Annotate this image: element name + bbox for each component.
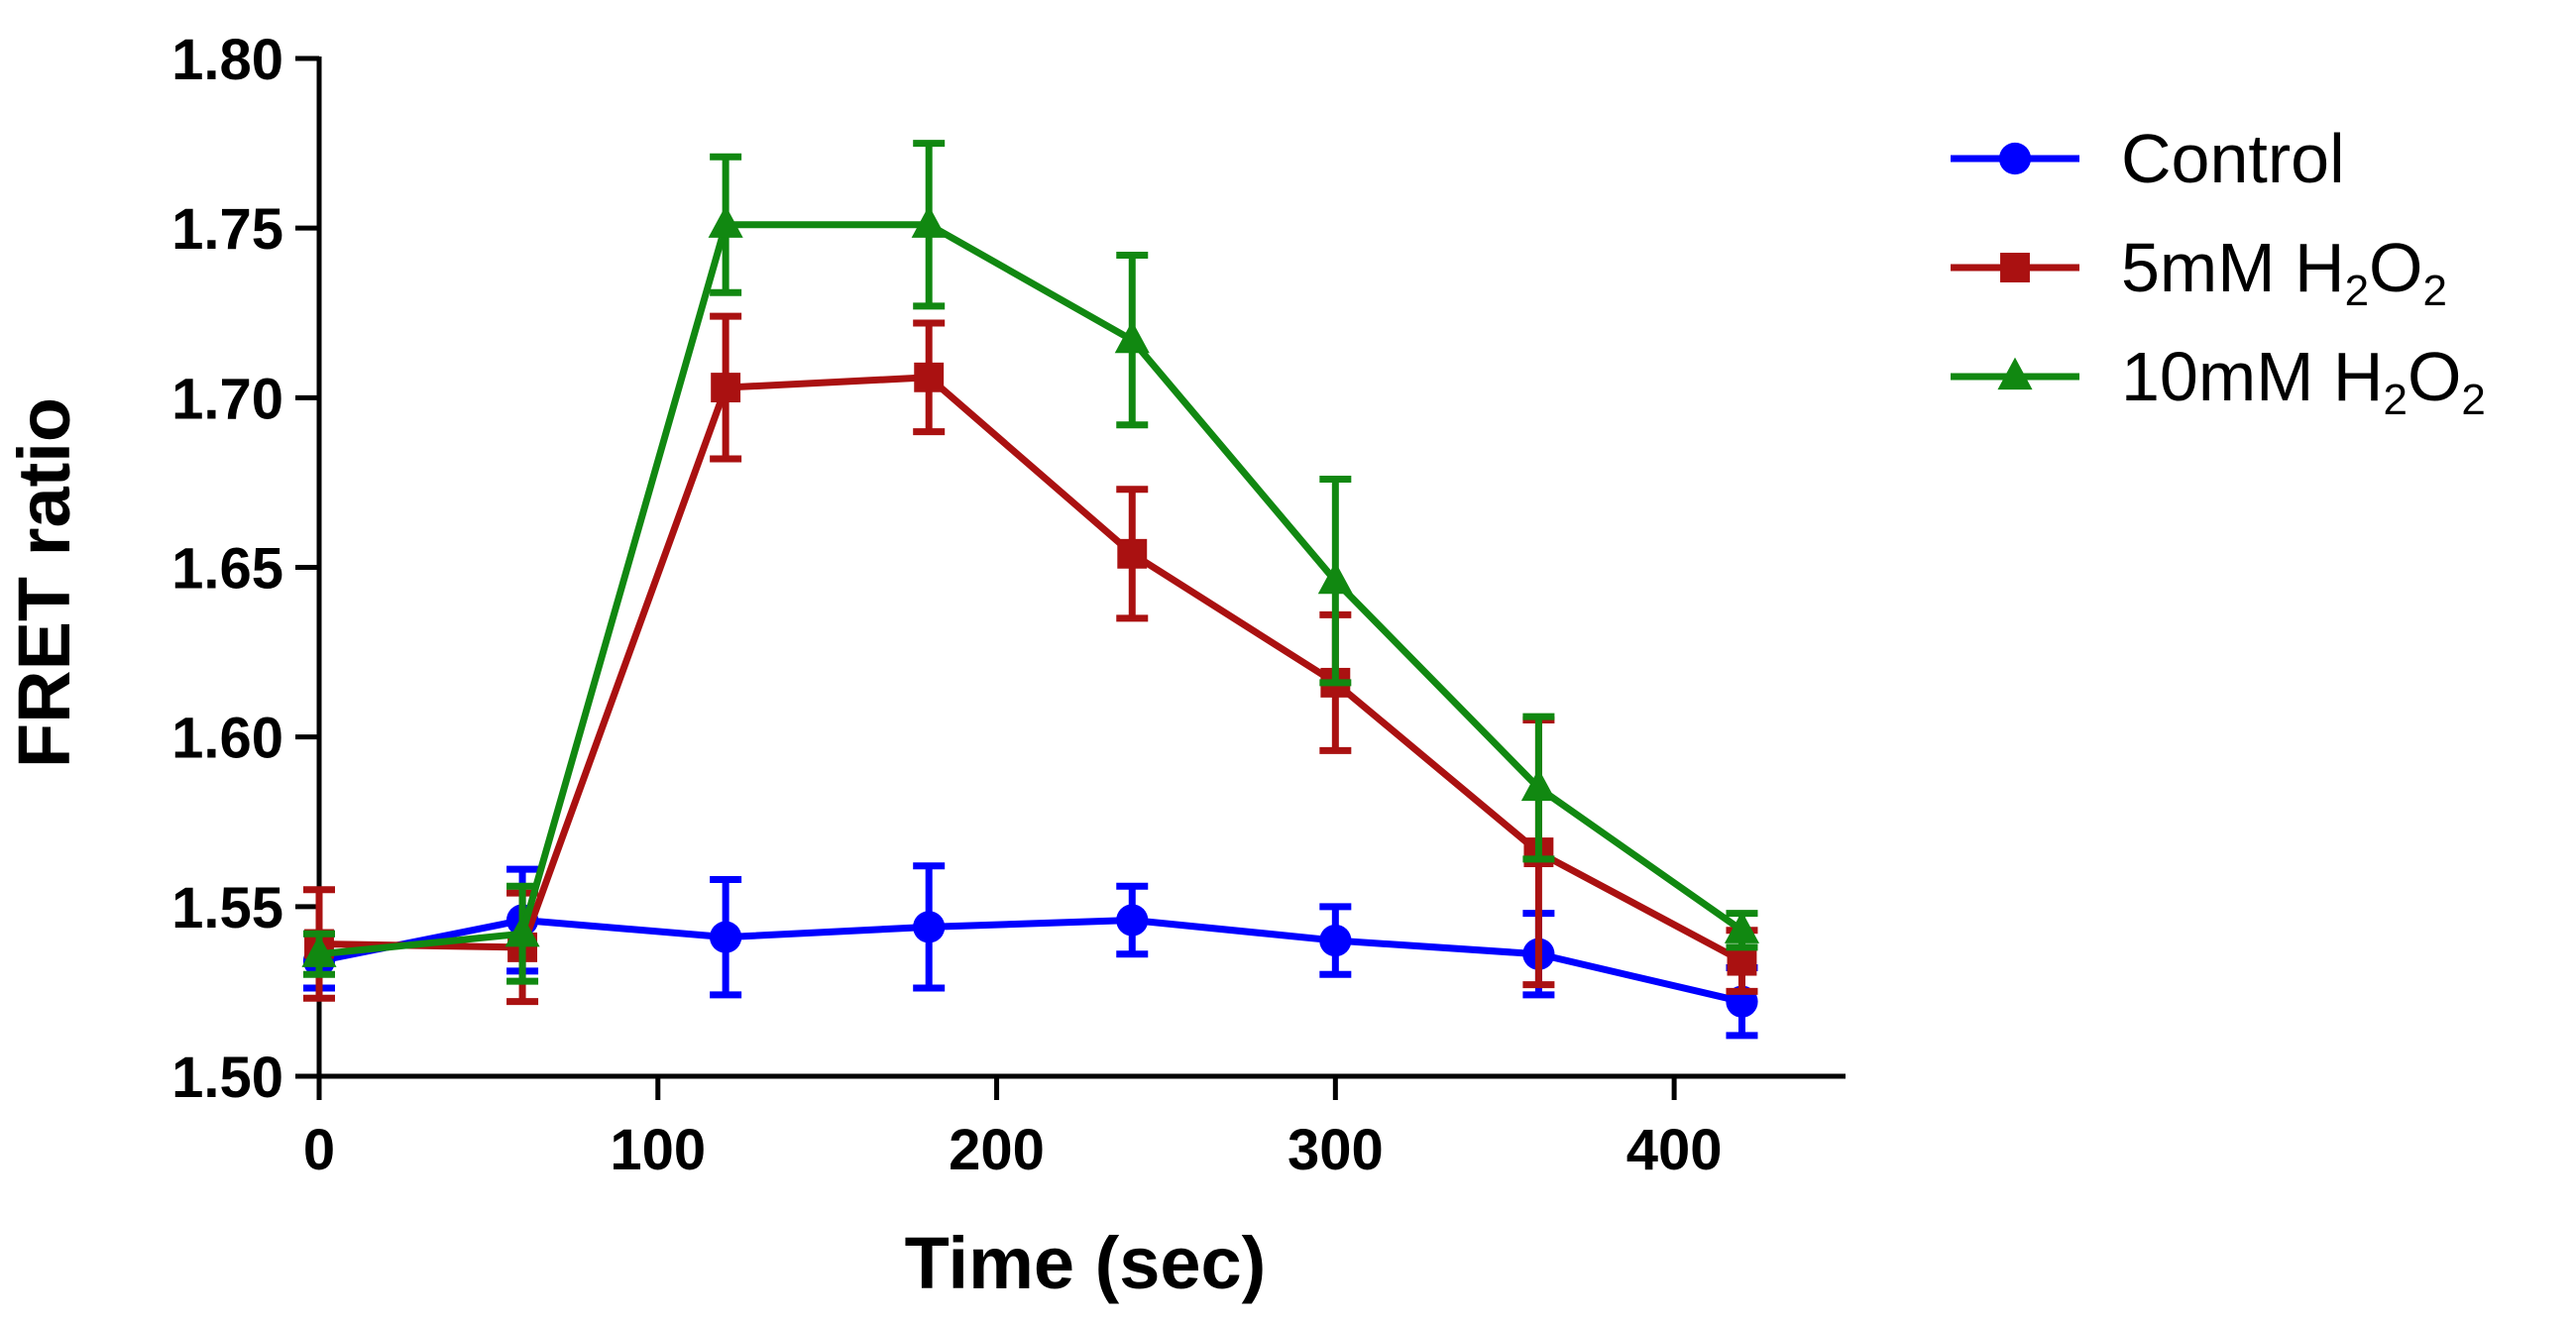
y-tick-label: 1.70	[171, 367, 283, 431]
data-point	[1116, 904, 1149, 937]
legend-marker	[1997, 357, 2033, 390]
data-point	[504, 914, 540, 947]
data-point	[708, 205, 743, 238]
data-point	[1114, 320, 1150, 354]
data-point	[911, 205, 947, 238]
series-line	[318, 917, 1743, 1006]
x-tick-label: 200	[949, 1118, 1045, 1182]
x-tick-label: 0	[303, 1118, 335, 1182]
data-point	[1520, 768, 1556, 802]
data-point	[1317, 561, 1353, 595]
x-tick-label: 100	[610, 1118, 706, 1182]
y-tick-label: 1.80	[171, 28, 283, 92]
legend-item-2: 5mM H2O2	[1951, 229, 2447, 315]
series-3	[301, 140, 1760, 985]
data-point	[1724, 911, 1760, 943]
data-point	[301, 935, 337, 967]
y-tick-label: 1.75	[171, 197, 283, 262]
data-point	[1319, 924, 1352, 957]
legend-item-3: 10mM H2O2	[1951, 338, 2486, 424]
legend-item-1: Control	[1951, 120, 2345, 197]
data-point	[914, 362, 945, 392]
y-tick-label: 1.60	[171, 707, 283, 771]
legend: Control 5mM H2O2 10mM H2O2	[1951, 120, 2486, 424]
series-layer	[301, 140, 1760, 1040]
data-point	[710, 921, 742, 953]
series-line	[318, 221, 1744, 958]
series-line	[318, 374, 1744, 964]
y-tick-label: 1.55	[171, 876, 283, 940]
legend-label: 5mM H2O2	[2121, 229, 2447, 315]
x-tick-label: 400	[1626, 1118, 1723, 1182]
y-tick-label: 1.65	[171, 537, 283, 602]
y-axis-title: FRET ratio	[3, 397, 85, 768]
legend-label: 10mM H2O2	[2121, 338, 2486, 424]
data-point	[1117, 538, 1148, 569]
x-axis-title: Time (sec)	[905, 1222, 1267, 1304]
data-point	[711, 373, 741, 403]
data-point	[1727, 945, 1757, 976]
y-tick-label: 1.50	[171, 1046, 283, 1110]
data-point	[913, 911, 946, 943]
legend-label: Control	[2121, 120, 2345, 197]
x-tick-label: 300	[1288, 1118, 1384, 1182]
legend-marker	[2000, 253, 2030, 282]
axes: 1.50 1.55 1.60 1.65 1.70 1.75 1.80 0 100 200 300 40…	[171, 28, 1846, 1182]
legend-marker	[1998, 142, 2032, 175]
